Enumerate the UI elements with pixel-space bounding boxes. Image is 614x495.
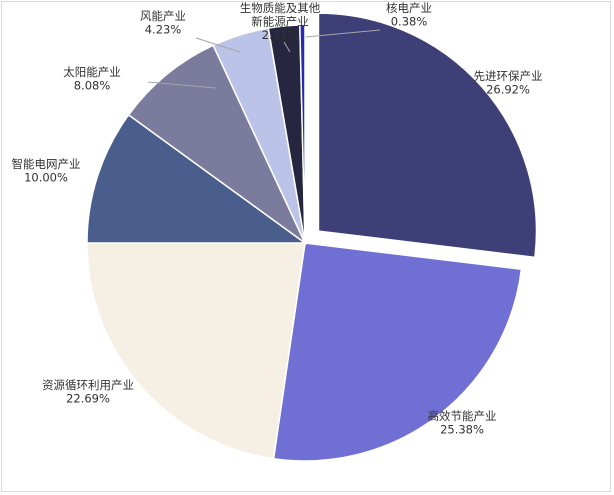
- leader-line: [147, 81, 217, 89]
- slice-label: 先进环保产业 26.92%: [474, 69, 543, 97]
- slice-name: 风能产业: [140, 9, 186, 23]
- pie-slice: [127, 44, 307, 246]
- pie-slices: [86, 12, 538, 462]
- pie-slice: [317, 12, 538, 259]
- slice-percent: 0.38%: [391, 15, 428, 29]
- slice-label: 核电产业 0.38%: [386, 1, 432, 29]
- slice-label: 智能电网产业 10.00%: [12, 157, 81, 185]
- slice-percent: 25.38%: [440, 423, 484, 437]
- leader-line: [195, 37, 241, 53]
- pie-slice: [299, 24, 306, 244]
- slice-percent: 22.69%: [66, 392, 110, 406]
- leader-lines: [147, 29, 381, 89]
- slice-percent: 10.00%: [24, 171, 68, 185]
- slice-percent: 4.23%: [145, 23, 182, 37]
- pie-slice: [272, 242, 523, 462]
- slice-name: 太阳能产业: [63, 65, 121, 79]
- slice-percent: 2.31%: [262, 28, 299, 42]
- slice-label: 太阳能产业 8.08%: [63, 65, 121, 93]
- slice-label: 生物质能及其他新能源产业 2.31%: [240, 1, 321, 42]
- slice-labels: 先进环保产业 26.92% 高效节能产业 25.38% 资源循环利用产业 22.69% 智能…: [12, 1, 543, 437]
- slice-name: 高效节能产业: [428, 409, 497, 423]
- slice-percent: 26.92%: [486, 83, 530, 97]
- slice-name: 生物质能及其他: [240, 1, 321, 15]
- slice-label: 风能产业 4.23%: [140, 9, 186, 37]
- leader-line: [304, 29, 381, 38]
- slice-name: 先进环保产业: [474, 69, 543, 83]
- slice-name: 新能源产业: [251, 15, 309, 29]
- slice-name: 核电产业: [386, 1, 432, 15]
- pie-slice: [86, 113, 308, 244]
- slice-percent: 8.08%: [74, 79, 111, 93]
- leader-line: [283, 41, 291, 53]
- slice-label: 资源循环利用产业 22.69%: [42, 378, 134, 406]
- slice-name: 资源循环利用产业: [42, 378, 134, 392]
- slice-label: 高效节能产业 25.38%: [428, 409, 497, 437]
- pie-slice: [86, 242, 306, 460]
- slice-name: 智能电网产业: [12, 157, 81, 171]
